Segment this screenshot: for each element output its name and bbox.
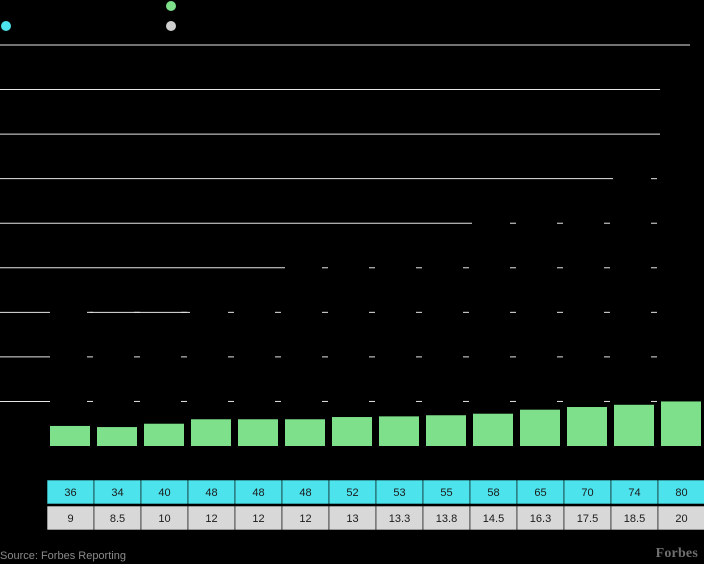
table-row-2-cell-9 — [469, 505, 518, 531]
table-row-2-cell-3 — [187, 505, 236, 531]
legend — [1, 1, 176, 31]
table-row-1-cell-7 — [375, 479, 424, 505]
table-row-1-cell-1 — [93, 479, 142, 505]
bar-4 — [238, 419, 278, 446]
table-row-1-label-11: 70 — [581, 487, 593, 499]
table-row-1-label-1: 34 — [111, 487, 123, 499]
table-row-2-label-5: 12 — [299, 513, 311, 525]
bar-7 — [379, 416, 419, 446]
table-row-2-cell-5 — [281, 505, 330, 531]
table-row-1-cell-13 — [657, 479, 704, 505]
table-row-1-label-6: 52 — [346, 487, 358, 499]
table-row-1-cell-8 — [422, 479, 471, 505]
bar-2 — [144, 423, 184, 446]
source-note: Source: Forbes Reporting — [0, 550, 126, 562]
table-row-1-cell-11 — [563, 479, 612, 505]
table-row-2-cell-1 — [93, 505, 142, 531]
bar-3 — [191, 419, 231, 446]
table-row-2-label-12: 18.5 — [624, 513, 645, 525]
table-row-2-label-0: 9 — [67, 513, 73, 525]
table-row-2-label-2: 10 — [158, 513, 170, 525]
table-row-1-label-13: 80 — [675, 487, 687, 499]
table-row-2-label-6: 13 — [346, 513, 358, 525]
table-row-1-label-5: 48 — [299, 487, 311, 499]
bar-12 — [614, 404, 654, 446]
legend-dot-green — [166, 1, 176, 11]
table-row-2-cell-7 — [375, 505, 424, 531]
table-row-2-cell-8 — [422, 505, 471, 531]
table-row-1-label-12: 74 — [628, 487, 640, 499]
table-row-1-label-10: 65 — [534, 487, 546, 499]
table-row-1-cell-3 — [187, 479, 236, 505]
table-row-2-label-3: 12 — [205, 513, 217, 525]
data-table: 36 34 40 48 48 48 52 53 55 58 65 70 74 80 9 8.5 10 12 12 12… — [46, 479, 704, 531]
table-row-1-label-9: 58 — [487, 487, 499, 499]
legend-dot-cyan — [1, 21, 11, 31]
forbes-logo: Forbes — [655, 546, 698, 561]
bar-0 — [50, 425, 90, 446]
table-row-1-label-7: 53 — [393, 487, 405, 499]
table-row-2-label-7: 13.3 — [389, 513, 410, 525]
gridlines — [0, 44, 690, 402]
table-row-2-cell-6 — [328, 505, 377, 531]
table-row-1-cell-5 — [281, 479, 330, 505]
bar-13 — [661, 401, 701, 446]
table-row-2-cell-4 — [234, 505, 283, 531]
bars — [50, 401, 701, 446]
table-row-1-cell-2 — [140, 479, 189, 505]
table-row-2-cell-0 — [46, 505, 95, 531]
table-row-1-label-3: 48 — [205, 487, 217, 499]
table-row-1-cell-6 — [328, 479, 377, 505]
table-row-1-cell-12 — [610, 479, 659, 505]
table-row-1-label-2: 40 — [158, 487, 170, 499]
table-row-2-label-4: 12 — [252, 513, 264, 525]
table-row-1-label-4: 48 — [252, 487, 264, 499]
bar-chart: 36 34 40 48 48 48 52 53 55 58 65 70 74 80 9 8.5 10 12 12 12… — [0, 1, 704, 531]
table-row-1-cell-4 — [234, 479, 283, 505]
bar-5 — [285, 419, 325, 446]
table-row-2-label-11: 17.5 — [577, 513, 598, 525]
table-row-2-label-8: 13.8 — [436, 513, 457, 525]
table-row-2-label-10: 16.3 — [530, 513, 551, 525]
bar-6 — [332, 417, 372, 446]
bar-9 — [473, 413, 513, 446]
bar-10 — [520, 409, 560, 446]
table-row-2-label-1: 8.5 — [110, 513, 125, 525]
table-row-1-label-8: 55 — [440, 487, 452, 499]
table-row-1-cell-0 — [46, 479, 95, 505]
bar-11 — [567, 407, 607, 446]
bar-1 — [97, 427, 137, 446]
table-row-1-label-0: 36 — [64, 487, 76, 499]
legend-dot-gray — [166, 21, 176, 31]
table-row-2-cell-13 — [657, 505, 704, 531]
bar-8 — [426, 415, 466, 446]
table-row-2-cell-2 — [140, 505, 189, 531]
table-row-2-cell-11 — [563, 505, 612, 531]
table-row-2-label-13: 20 — [675, 513, 687, 525]
table-row-2-label-9: 14.5 — [483, 513, 504, 525]
